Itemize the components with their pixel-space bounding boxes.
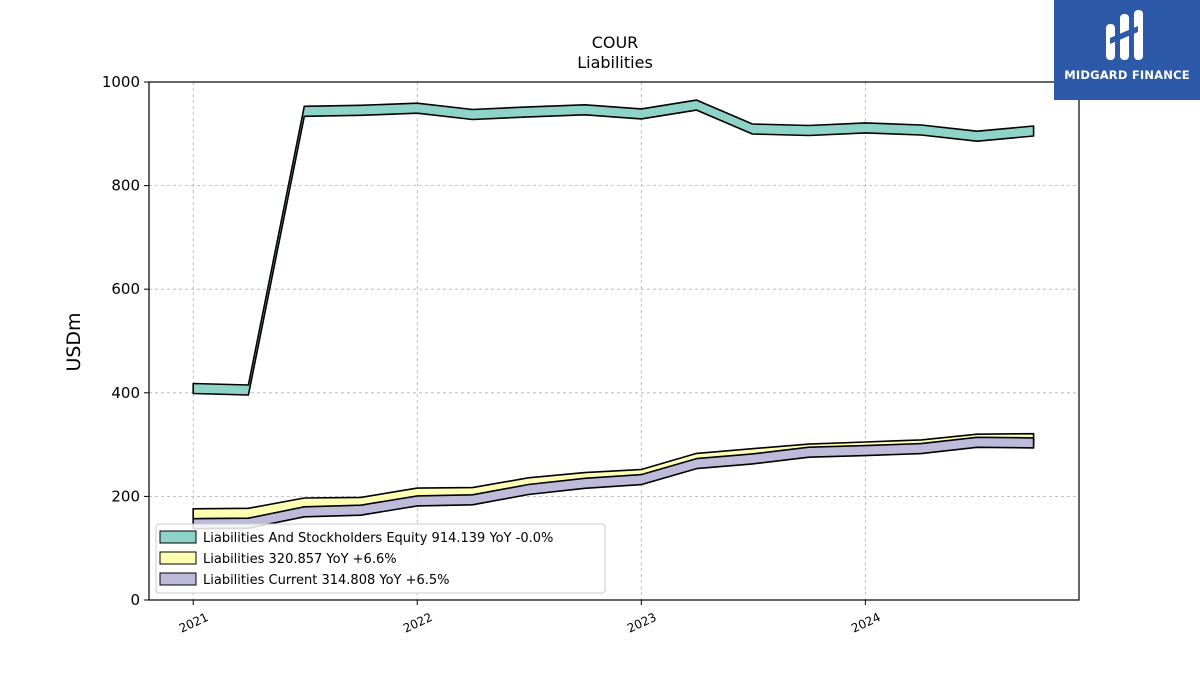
x-tick-label: 2024 xyxy=(849,610,883,636)
legend-swatch-current xyxy=(159,572,197,586)
brand-mark-icon xyxy=(1106,10,1143,60)
x-tick-label: 2021 xyxy=(177,610,211,636)
x-tick-label: 2022 xyxy=(401,610,435,636)
y-axis-label: USDm xyxy=(63,312,85,371)
legend-label-equity: Liabilities And Stockholders Equity 914.… xyxy=(203,531,553,546)
legend-swatch-equity xyxy=(159,530,197,544)
series-band-0 xyxy=(192,99,1035,396)
x-tick-label: 2023 xyxy=(625,610,659,636)
y-tick-label: 600 xyxy=(111,280,140,298)
legend-box xyxy=(155,523,606,594)
legend-label-current: Liabilities Current 314.808 YoY +6.5% xyxy=(203,573,450,588)
y-tick-label: 0 xyxy=(130,591,140,609)
y-tick-label: 800 xyxy=(111,177,140,195)
chart-subtitle: Liabilities xyxy=(577,53,653,72)
legend-label-liabilities: Liabilities 320.857 YoY +6.6% xyxy=(203,552,397,567)
y-tick-label: 1000 xyxy=(102,73,140,91)
y-tick-label: 400 xyxy=(111,384,140,402)
chart-title: COUR xyxy=(592,33,639,52)
legend: Liabilities And Stockholders Equity 914.… xyxy=(155,523,606,594)
plot-frame xyxy=(148,81,1080,601)
brand-name: MIDGARD FINANCE xyxy=(1064,68,1190,82)
brand-logo: MIDGARD FINANCE xyxy=(1054,0,1200,100)
legend-swatch-liabilities xyxy=(159,551,197,565)
series-band-2 xyxy=(192,436,1035,530)
series-layer xyxy=(192,99,1035,530)
grid xyxy=(149,82,1079,600)
y-tick-label: 200 xyxy=(111,487,140,505)
